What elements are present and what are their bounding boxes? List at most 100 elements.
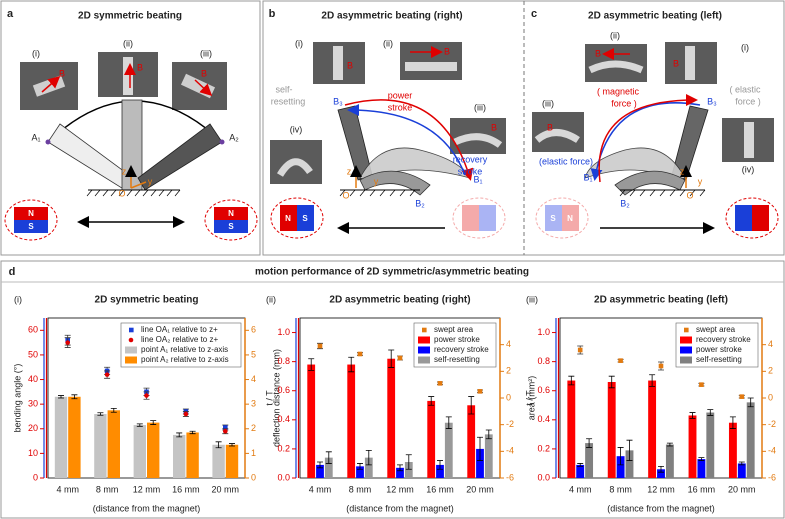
bar [364,457,373,478]
label: N [228,209,234,218]
point [65,340,70,345]
label: B [595,48,601,58]
error-bar [397,464,403,472]
label: b [269,8,276,20]
bar [94,414,107,478]
bar [404,462,413,478]
point [477,389,483,394]
bar [347,364,356,478]
label: S [302,214,308,223]
label: force ) [735,96,761,106]
label: B [673,58,679,68]
bar [625,450,634,478]
label: a [7,8,14,20]
label: recovery [453,154,488,164]
bar [396,467,404,478]
point [739,394,745,399]
label: (iii) [542,98,554,108]
legend-swatch [125,356,137,364]
label: N [28,209,34,218]
y-tick-label: 0.0 [277,472,290,482]
y-tick-label: 0.2 [277,443,290,453]
bar [706,412,715,478]
y-tick-label: 20 [28,423,38,433]
bar [316,464,324,478]
error-bar [617,447,624,466]
x-tick-label: 4 mm [56,484,79,494]
label: (distance from the magnet) [607,503,715,513]
error-bar [348,356,355,373]
point [577,347,583,353]
error-bar [317,461,323,469]
label: B₂ [415,198,425,208]
error-bar [666,442,673,447]
bar [173,434,186,478]
bar [68,396,81,478]
label: (i) [741,42,749,52]
label: stroke [388,102,413,112]
bar [225,444,239,478]
label: (distance from the magnet) [93,503,201,513]
label: ( elastic [729,84,761,94]
y2-tick-label: 2 [506,366,511,376]
bar [147,422,160,478]
legend-label: swept area [434,325,474,334]
label: (elastic force) [539,156,593,166]
label: N [285,214,291,223]
label: S [550,214,556,223]
legend-swatch [680,336,692,344]
label: (i) [14,294,22,304]
y2-tick-label: -4 [506,446,514,456]
label: B₁ [473,174,482,184]
diagram-b [270,42,506,239]
label: z [122,166,127,176]
bar [484,434,493,478]
label: A₁ [31,132,40,142]
legend-swatch [418,356,430,364]
label: O [118,188,125,198]
label: y [698,176,703,186]
y-tick-label: 60 [28,325,38,335]
label: 2D asymmetric beating (right) [321,11,462,22]
label: (iii) [200,48,212,58]
y-tick-label: 50 [28,349,38,359]
error-bar [747,397,754,408]
error-bar [150,420,157,425]
x-tick-label: 20 mm [212,484,240,494]
error-bar [97,412,104,416]
y2-tick-label: 4 [506,339,511,349]
legend-swatch [422,327,427,333]
error-bar [568,375,575,386]
bar [657,469,665,478]
bar [616,456,625,478]
bar [567,380,576,478]
point [317,343,323,349]
bar [746,402,755,478]
y2-tick-label: -2 [768,419,776,429]
label: 2D symmetric beating [78,11,182,22]
bar [212,444,225,478]
bar [476,448,484,478]
error-bar [365,449,372,466]
bar [585,443,594,478]
bar [648,380,657,478]
legend-label: self-resetting [434,355,480,364]
error-bar [405,454,412,470]
y2-tick-label: -6 [506,472,514,482]
legend-label: self-resetting [696,355,742,364]
y-axis-label: t / T [264,390,274,406]
label: 2D asymmetric beating (right) [329,295,470,306]
legend-swatch [418,346,430,354]
x-tick-label: 8 mm [349,484,372,494]
label: (i) [32,48,40,58]
label: 2D symmetric beating [95,295,199,306]
error-bar [308,358,315,371]
label: ( magnetic [597,86,640,96]
y-tick-label: 1.0 [277,327,290,337]
y-tick-label: 1.0 [537,327,550,337]
legend-swatch [684,327,689,333]
x-tick-label: 4 mm [309,484,332,494]
y2-axis-label: deflection distance (mm) [271,349,281,447]
x-tick-label: 16 mm [172,484,200,494]
